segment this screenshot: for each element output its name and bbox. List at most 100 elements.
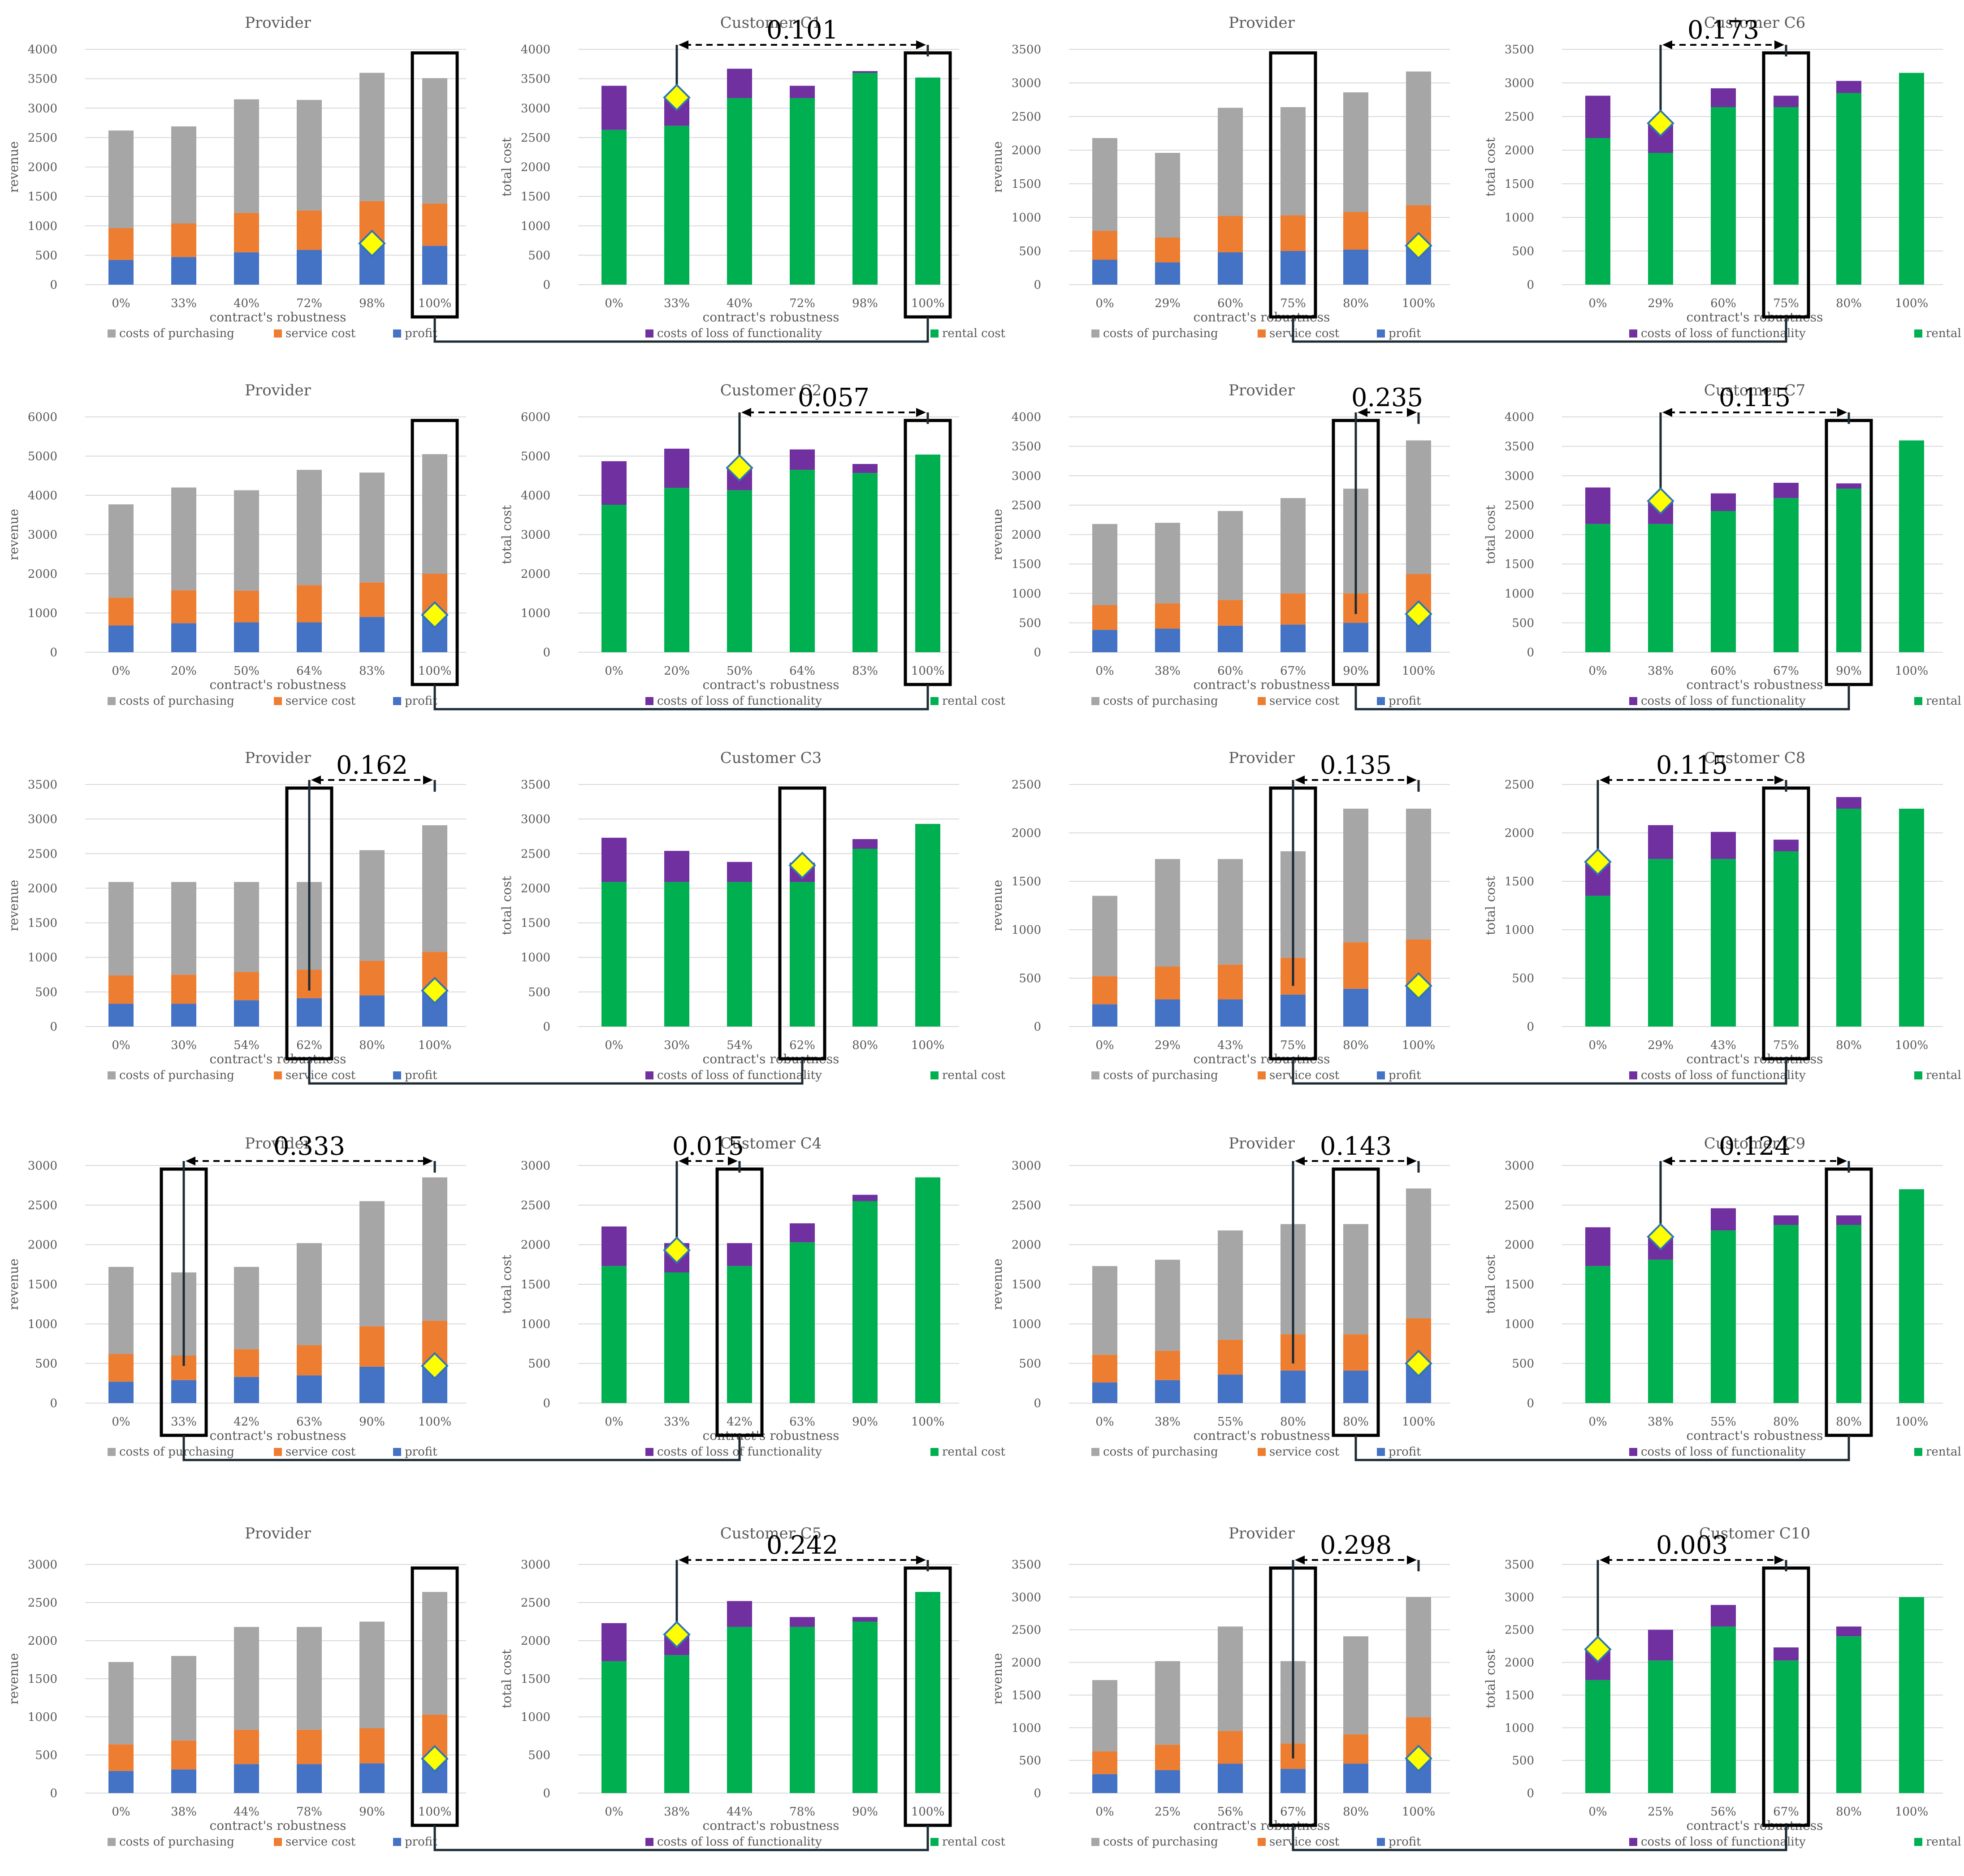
optimum-marker [358,230,386,257]
gap-arrowhead-left [311,776,321,784]
bar-profit [1343,623,1368,652]
y-tick-label: 500 [1512,1357,1534,1371]
bar-profit [1155,1770,1180,1793]
bar-profit [1092,1004,1117,1027]
legend-label-profit: profit [405,327,437,340]
y-tick-label: 2000 [28,1634,57,1648]
bar-rental-cost [1774,1225,1799,1403]
x-tick-label: 33% [171,297,197,310]
x-tick-label: 100% [911,1039,944,1052]
y-tick-label: 3500 [521,778,550,792]
bar-service-cost [234,1729,259,1764]
y-tick-label: 3000 [521,1159,550,1173]
bar-profit [297,1375,322,1403]
chart-panel-18: Customer C5 0 500 1000 1500 2000 2500 3000 total… [499,1525,1006,1849]
y-tick-label: 3000 [1505,469,1534,483]
y-tick-label: 500 [1512,1754,1534,1768]
legend-label-rental: rental cost [942,694,1006,708]
bar-profit [108,1771,134,1793]
gap-arrowhead-right [1407,776,1417,784]
gap-arrowhead-right [916,1555,926,1564]
legend-label-purchasing: costs of purchasing [1103,1069,1218,1082]
x-tick-label: 90% [359,1415,385,1429]
bar-profit [171,1004,196,1027]
bar-profit [1280,1370,1306,1403]
x-tick-label: 0% [1588,1039,1607,1052]
y-tick-label: 2000 [1012,144,1041,157]
x-tick-label: 60% [1710,664,1736,678]
x-tick-label: 62% [789,1039,815,1052]
y-tick-label: 0 [543,646,550,659]
x-axis-label: contract's robustness [210,1428,346,1443]
gap-arrowhead-right [1407,1555,1417,1564]
bar-costs-of-purchasing [1343,1636,1368,1734]
gap-value-label: 0.135 [1320,751,1392,780]
bar-profit [422,246,447,285]
optimum-marker [1647,487,1674,515]
bar-rental-cost [1585,524,1610,652]
optimum-marker [1647,109,1674,137]
legend-label-profit: profit [405,694,437,708]
bar-costs-of-purchasing [1406,71,1431,205]
y-tick-label: 0 [543,1787,550,1800]
x-tick-label: 80% [1836,297,1862,310]
bar-profit [297,622,322,652]
chart-panel-13: Provider 0 500 1000 1500 2000 2500 3000 revenue 0… [6,1132,466,1459]
bar-rental-cost [852,849,878,1027]
x-tick-label: 100% [1402,664,1435,678]
bar-costs-of-loss-of-functionality [1774,1647,1799,1661]
bar-costs-of-purchasing [1218,511,1243,600]
bar-costs-of-loss-of-functionality [1774,95,1799,107]
chart-title: Provider [1229,381,1295,399]
bar-profit [297,1764,322,1793]
bar-profit [1155,1380,1180,1403]
x-axis-label: contract's robustness [210,310,346,325]
legend-label-rental: rental cost [1926,1835,1964,1849]
y-tick-label: 2500 [28,1596,57,1610]
y-axis-label: revenue [6,1653,21,1705]
bar-costs-of-loss-of-functionality [1774,840,1799,852]
gap-arrowhead-right [423,776,433,784]
legend-swatch-loss [645,697,653,705]
y-axis-label: revenue [6,141,21,193]
bar-service-cost [108,598,134,626]
x-axis-label: contract's robustness [210,1818,346,1833]
y-tick-label: 2000 [1012,529,1041,542]
y-tick-label: 0 [543,1397,550,1410]
x-tick-label: 38% [171,1805,197,1819]
y-axis-label: total cost [499,875,514,935]
x-tick-label: 0% [1588,297,1607,310]
bar-service-cost [108,975,134,1004]
y-tick-label: 0 [50,646,57,659]
legend-label-rental: rental cost [1926,694,1964,708]
x-tick-label: 63% [789,1415,815,1429]
bar-profit [1280,624,1306,652]
chart-title: Customer C8 [1704,749,1806,767]
x-tick-label: 80% [1343,1039,1369,1052]
y-tick-label: 2000 [1505,1656,1534,1670]
y-tick-label: 500 [528,1357,550,1371]
bar-costs-of-purchasing [1343,809,1368,943]
legend-swatch-profit [1377,697,1385,705]
box-connector [1292,1825,1787,1851]
gap-arrowhead-right [1407,408,1417,417]
bar-service-cost [171,1740,196,1770]
y-tick-label: 2500 [521,1596,550,1610]
x-axis-label: contract's robustness [210,677,346,692]
y-tick-label: 500 [1019,245,1041,258]
bar-rental-cost [601,1661,627,1793]
x-tick-label: 100% [1402,297,1435,310]
gap-arrowhead-left [679,1555,688,1564]
bar-service-cost [1343,942,1368,989]
x-tick-label: 30% [664,1039,690,1052]
legend-label-profit: profit [405,1445,437,1459]
legend-swatch-profit [1377,1071,1385,1079]
x-tick-label: 100% [1402,1805,1435,1819]
legend-swatch-purchasing [1091,1838,1099,1846]
bar-costs-of-purchasing [108,130,134,228]
bar-rental-cost [1899,1597,1924,1793]
x-tick-label: 43% [1710,1039,1736,1052]
legend-label-loss: costs of loss of functionality [657,1069,822,1082]
bar-service-cost [1092,1751,1117,1774]
bar-profit [1280,251,1306,285]
